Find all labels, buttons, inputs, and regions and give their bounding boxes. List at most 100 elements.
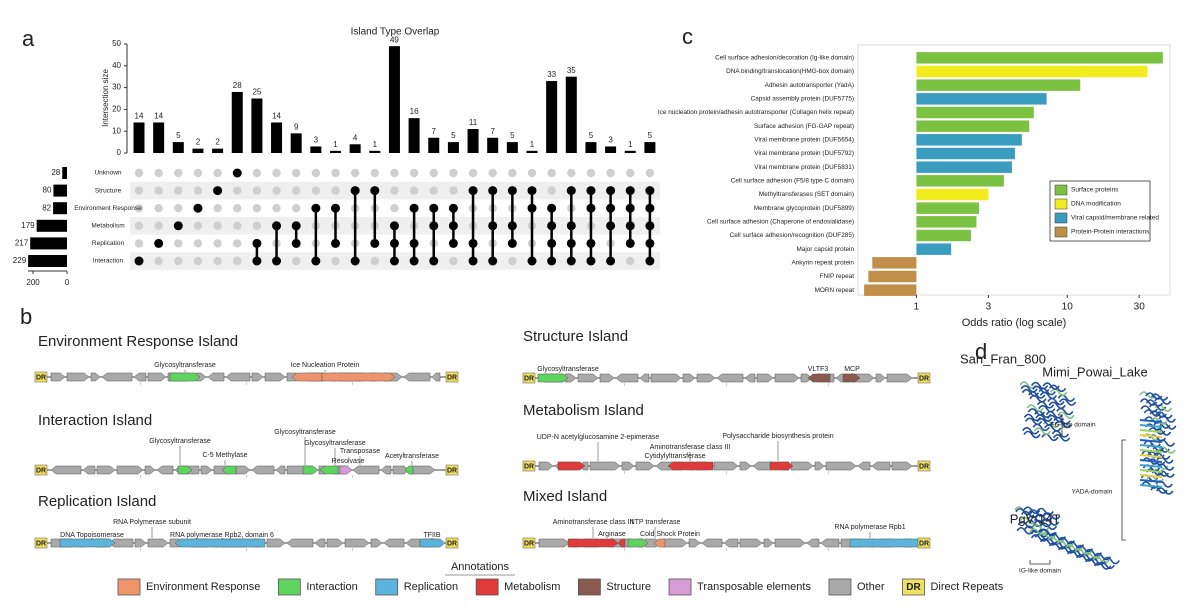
structure-ribbon [1048,401,1066,410]
annotation-label: Glycosyltransferase [149,438,211,445]
structure-ribbon [1043,512,1061,520]
member-dot [547,238,557,248]
gene [557,461,586,471]
gene [639,373,650,383]
bar [916,120,1030,132]
gene [769,461,794,471]
x-tick-label: 1 [914,302,920,313]
structure-ribbon [1057,411,1075,420]
member-dot [507,238,517,248]
bar [585,142,597,153]
structure-ribbon [1052,434,1071,442]
gene [380,465,392,475]
bar [565,76,577,153]
legend-swatch [668,578,692,596]
structure-ribbon [1143,409,1162,417]
annotation-label: C-5 Methylase [202,452,247,459]
member-dot [468,256,478,266]
panel-label: c [682,24,693,49]
gene [688,538,701,548]
value-label: 16 [410,107,419,116]
structure-ribbon [1030,381,1049,390]
value-label: 1 [628,140,633,149]
member-dot [213,186,223,196]
gene [627,538,649,548]
set-size-label: 229 [13,256,27,265]
gene [101,372,133,382]
empty-dot [134,186,144,195]
member-dot [527,186,537,196]
structure-ribbon [1029,528,1047,536]
empty-dot [272,204,281,213]
structure-ribbon [1045,410,1064,419]
member-dot [547,221,557,231]
member-dot [586,203,596,213]
member-dot [311,256,321,266]
dr-label: DR [919,540,929,547]
annotation-label: Ice Nucleation Protein [291,362,360,369]
gene [410,465,436,475]
member-dot [645,203,655,213]
legend-label: Other [857,581,885,593]
category-label: DNA binding/translocation(HMG-box domain… [726,68,854,75]
dr-label: DR [524,463,534,470]
member-dot [586,256,596,266]
empty-dot [508,168,517,178]
bar [310,146,322,153]
structure-ribbon [1032,385,1050,394]
member-dot [606,256,616,266]
gene [567,538,619,548]
value-label: 7 [490,127,495,136]
island-title: Environment Response Island [38,333,238,350]
empty-dot [193,239,203,248]
gene [156,465,174,475]
gene [326,538,344,548]
structure-ribbon [1036,401,1055,409]
empty-dot [134,221,144,230]
annotation-label: Glycosyltransferase [304,440,366,447]
empty-dot [508,256,517,266]
structure-ribbon [1044,424,1062,432]
empty-dot [311,186,321,195]
structure-ribbon [1038,404,1056,413]
legend-title: Annotations [451,561,510,573]
structure-ribbon [1156,487,1174,495]
gene [696,373,716,383]
empty-dot [429,186,438,195]
structure-ribbon [1048,532,1067,541]
value-label: 7 [432,127,437,136]
bar [864,284,917,296]
structure-label: PgV-14T [1010,511,1061,526]
category-label: Cell surface adhesion/recognition (DUF28… [730,232,854,239]
direct-repeat [34,537,48,549]
bar [916,202,979,214]
structure-ribbon [1020,385,1038,393]
value-label: 5 [648,131,653,140]
member-dot [350,256,360,266]
gene [82,465,96,475]
structure-ribbon [1145,399,1164,407]
structure-ribbon [1083,552,1101,560]
annotation-label: DNA Topoisomerase [60,532,124,539]
legend-label: Transposable elements [697,581,811,593]
empty-dot [213,168,222,178]
legend-label: Replication [404,581,458,593]
dr-label: DR [447,467,457,474]
gene [635,461,655,471]
gene [537,373,569,383]
annotation-label: Aminotransferase class III [650,444,731,451]
x-tick-label: 10 [1062,302,1074,313]
category-label: Cell surface adhesion (F5/8 type C domai… [731,178,854,185]
structure-ribbon [1050,388,1068,396]
bar [916,175,1004,187]
empty-dot [233,256,242,266]
legend-label: Interaction [306,581,357,593]
helix-band [1139,449,1163,453]
value-label: 49 [390,35,399,44]
gene [701,538,723,548]
legend-label: Environment Response [146,581,260,593]
member-dot [429,203,439,213]
y-tick-label: 50 [112,39,121,48]
empty-dot [292,168,301,178]
island-title: Replication Island [38,493,156,510]
